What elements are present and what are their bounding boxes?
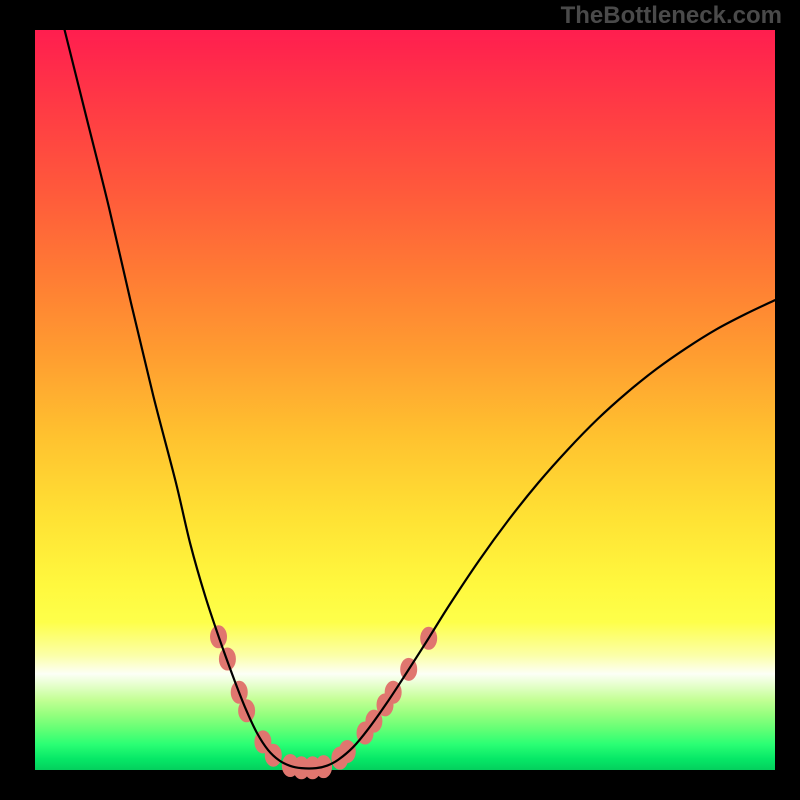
- chart-overlay: [35, 30, 775, 770]
- v-curve: [65, 30, 775, 768]
- marker-group: [211, 626, 437, 779]
- stage: TheBottleneck.com: [0, 0, 800, 800]
- watermark-text: TheBottleneck.com: [561, 2, 782, 30]
- plot-area: [35, 30, 775, 770]
